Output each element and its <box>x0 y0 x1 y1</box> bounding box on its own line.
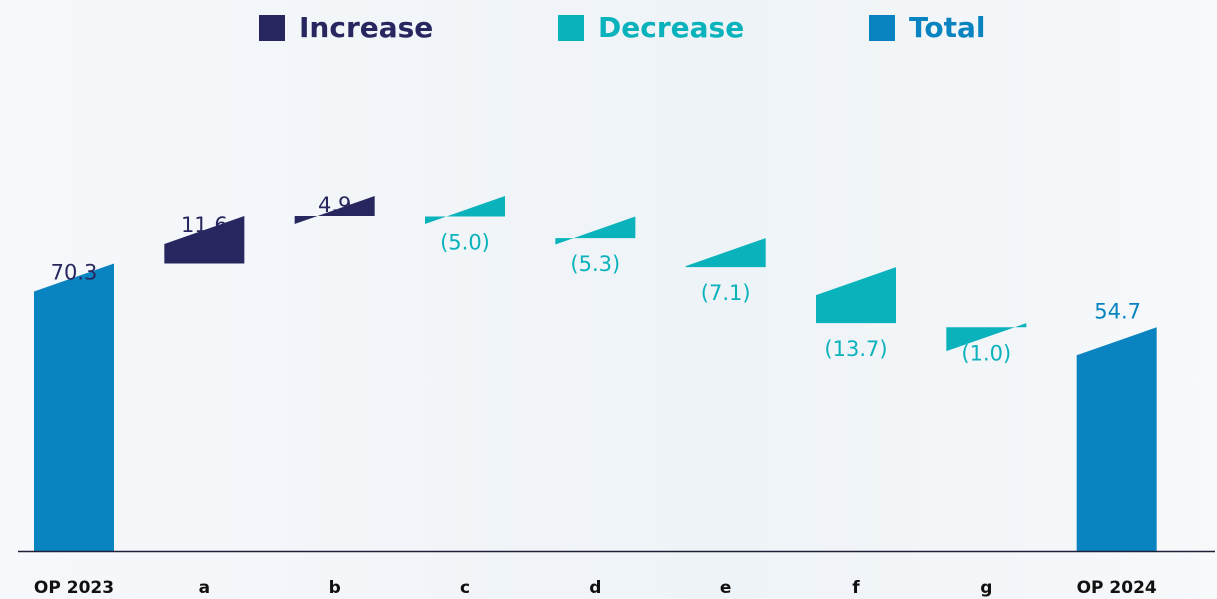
legend-label-total: Total <box>909 11 986 44</box>
chart-legend: Increase Decrease Total <box>0 8 1217 48</box>
bar-b <box>294 195 375 224</box>
category-label-op-2023: OP 2023 <box>34 578 114 598</box>
data-label-op-2023: 70.3 <box>51 260 98 284</box>
legend-item-increase: Increase <box>259 8 433 48</box>
bar-op-2024 <box>1076 327 1157 551</box>
bar-f <box>816 267 896 324</box>
data-label-g: (1.0) <box>961 341 1011 365</box>
data-label-op-2024: 54.7 <box>1094 299 1141 323</box>
legend-label-decrease: Decrease <box>598 11 745 44</box>
bar-g <box>946 323 1027 352</box>
legend-label-increase: Increase <box>299 11 434 44</box>
bar-e <box>685 238 766 268</box>
legend-item-decrease: Decrease <box>558 8 744 48</box>
data-label-c: (5.0) <box>440 230 490 254</box>
category-label-e: e <box>720 578 732 598</box>
bar-c <box>425 195 505 224</box>
bar-op-2023 <box>34 263 114 551</box>
category-label-c: c <box>460 578 470 598</box>
category-label-f: f <box>852 578 860 598</box>
data-label-e: (7.1) <box>701 281 751 305</box>
data-label-b: 4.9 <box>318 193 351 217</box>
legend-swatch-total <box>869 15 895 41</box>
legend-item-total: Total <box>869 8 986 48</box>
category-label-a: a <box>199 578 210 598</box>
category-label-b: b <box>329 578 341 598</box>
data-label-d: (5.3) <box>570 252 620 276</box>
category-label-g: g <box>980 578 992 598</box>
data-label-a: 11.6 <box>181 213 228 237</box>
data-label-f: (13.7) <box>824 337 887 361</box>
legend-swatch-increase <box>259 15 285 41</box>
category-label-op-2024: OP 2024 <box>1077 578 1157 598</box>
bar-a <box>164 216 245 264</box>
category-label-d: d <box>589 578 601 598</box>
bar-d <box>555 216 636 245</box>
legend-swatch-decrease <box>558 15 584 41</box>
